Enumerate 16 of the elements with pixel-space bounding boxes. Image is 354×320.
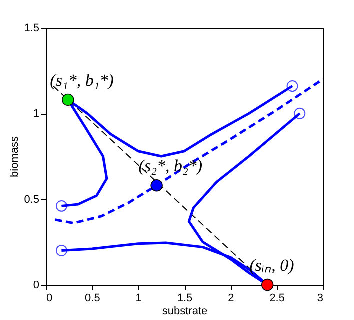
annotation: (s₂*, b₂*): [138, 156, 203, 176]
x-tick-label: 2.5: [270, 292, 285, 304]
y-tick-label: 1: [33, 108, 40, 120]
y-tick-label: 0.5: [24, 194, 40, 206]
x-tick-label: 2: [228, 292, 234, 304]
x-tick-label: 1: [136, 292, 142, 304]
annotation: (s₁*, b₁*): [50, 70, 114, 90]
y-tick-label: 1.5: [24, 22, 40, 34]
x-tick-label: 0: [46, 292, 53, 304]
y-tick-label: 0: [33, 280, 40, 292]
x-axis-title: substrate: [162, 306, 208, 318]
annotation: (sᵢₙ, 0): [250, 256, 295, 275]
x-tick-label: 1.5: [177, 292, 193, 304]
x-tick-label: 3: [317, 292, 324, 304]
y-axis-title: biomass: [9, 136, 22, 178]
x-tick-label: 0.5: [85, 292, 100, 304]
